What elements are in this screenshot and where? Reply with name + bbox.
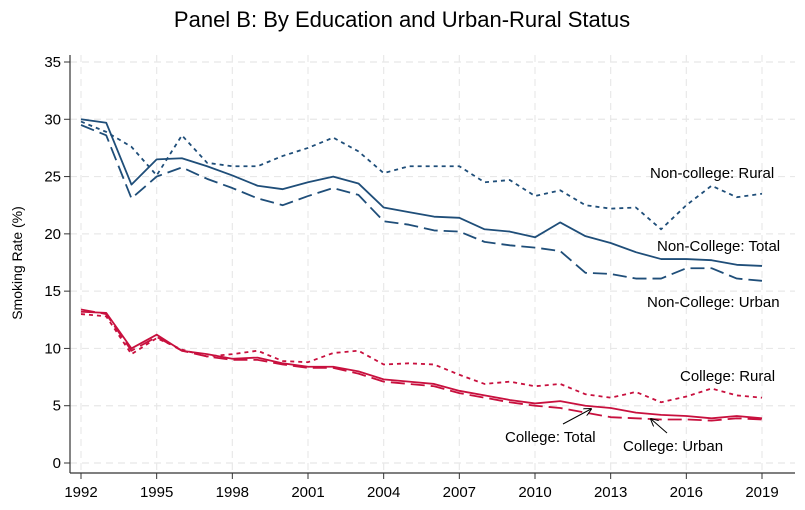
- x-tick-label: 2019: [745, 484, 778, 501]
- y-tick-label: 10: [44, 340, 61, 357]
- annotation-non-college-total: Non-College: Total: [657, 238, 780, 255]
- series-line-non-college-total: [80, 118, 763, 267]
- series-line-non-college-urban: [80, 124, 763, 282]
- x-tick-label: 1992: [64, 484, 97, 501]
- series-line-college-total: [80, 310, 763, 420]
- x-tick-label: 2013: [594, 484, 627, 501]
- x-tick-label: 1995: [140, 484, 173, 501]
- annotation-college-urban: College: Urban: [623, 438, 723, 455]
- annotation-non-college-urban: Non-College: Urban: [647, 294, 780, 311]
- x-tick-label: 2010: [518, 484, 551, 501]
- y-tick-label: 15: [44, 283, 61, 300]
- y-tick-label: 35: [44, 54, 61, 71]
- series-line-college-rural: [80, 313, 763, 404]
- x-tick-label: 2001: [291, 484, 324, 501]
- series-group: [80, 118, 763, 422]
- series-line-non-college-rural: [80, 120, 763, 231]
- axes: 0 5 10 15 20 25 30 35 1992 1995 1998 2001 2004 2007 20…: [44, 54, 795, 501]
- annotation-college-total: College: Total: [505, 429, 596, 446]
- series-line-college-urban: [80, 308, 763, 422]
- y-tick-label: 5: [53, 398, 61, 415]
- x-tick-label: 2016: [670, 484, 703, 501]
- y-tick-label: 30: [44, 111, 61, 128]
- annotation-arrow-college-total: [562, 409, 591, 425]
- annotations: Non-college: Rural Non-College: Total Non-…: [505, 165, 780, 455]
- x-tick-label: 2004: [367, 484, 400, 501]
- grid: [70, 55, 795, 473]
- y-tick-label: 25: [44, 169, 61, 186]
- y-tick-label: 20: [44, 226, 61, 243]
- x-tick-label: 2007: [443, 484, 476, 501]
- chart-title: Panel B: By Education and Urban-Rural St…: [174, 7, 630, 32]
- x-tick-label: 1998: [216, 484, 249, 501]
- y-axis-label: Smoking Rate (%): [9, 206, 25, 320]
- annotation-arrow-college-urban: [651, 419, 668, 434]
- annotation-college-rural: College: Rural: [680, 368, 775, 385]
- annotation-non-college-rural: Non-college: Rural: [650, 165, 774, 182]
- y-tick-label: 0: [53, 455, 61, 472]
